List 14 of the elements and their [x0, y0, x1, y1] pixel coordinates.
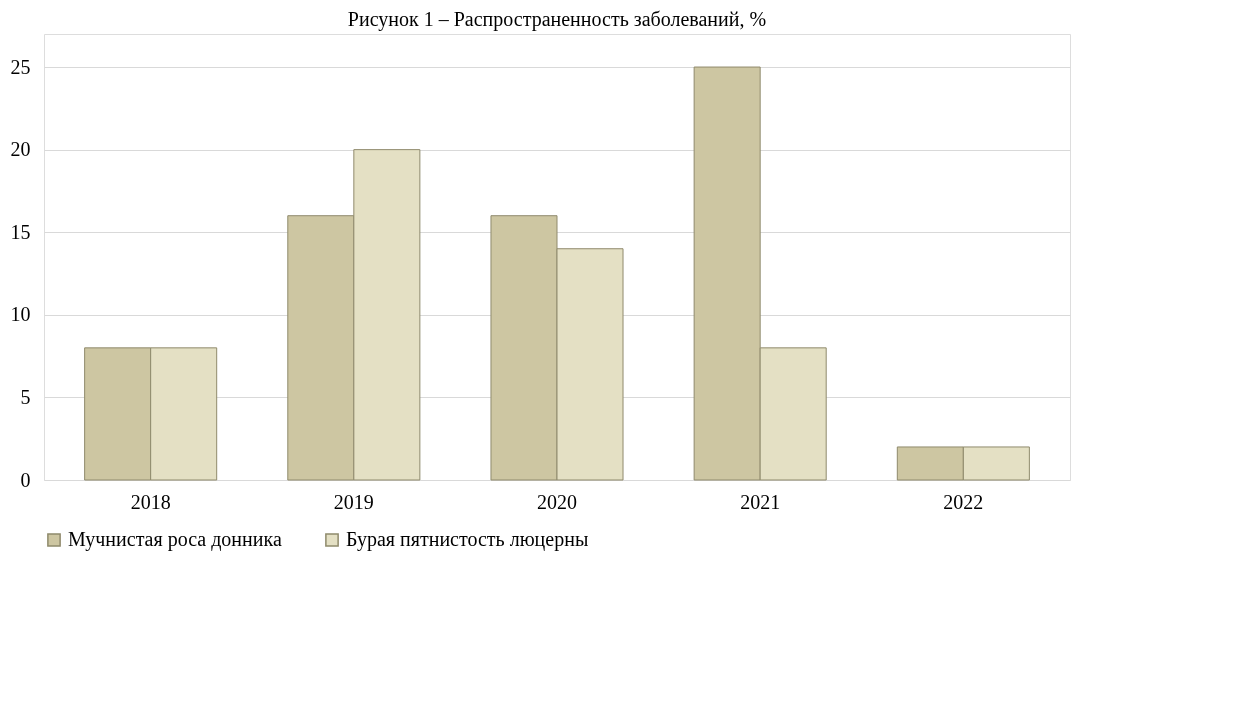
x-tick-label: 2020	[537, 490, 577, 513]
legend-label: Мучнистая роса донника	[68, 528, 282, 551]
y-tick-label: 0	[20, 468, 31, 491]
y-tick-label: 10	[10, 303, 31, 326]
legend-label: Бурая пятнистость люцерны	[346, 528, 589, 551]
x-tick-label: 2021	[740, 490, 781, 513]
x-tick-label: 2018	[130, 490, 171, 513]
y-tick-label: 5	[20, 385, 31, 408]
x-tick-label: 2019	[333, 490, 374, 513]
chart-title: Рисунок 1 – Распространенность заболеваний, %	[347, 8, 767, 31]
y-tick-label: 15	[10, 220, 31, 243]
y-tick-label: 20	[10, 138, 31, 161]
y-tick-label: 25	[10, 55, 31, 78]
x-tick-label: 2022	[943, 490, 984, 513]
